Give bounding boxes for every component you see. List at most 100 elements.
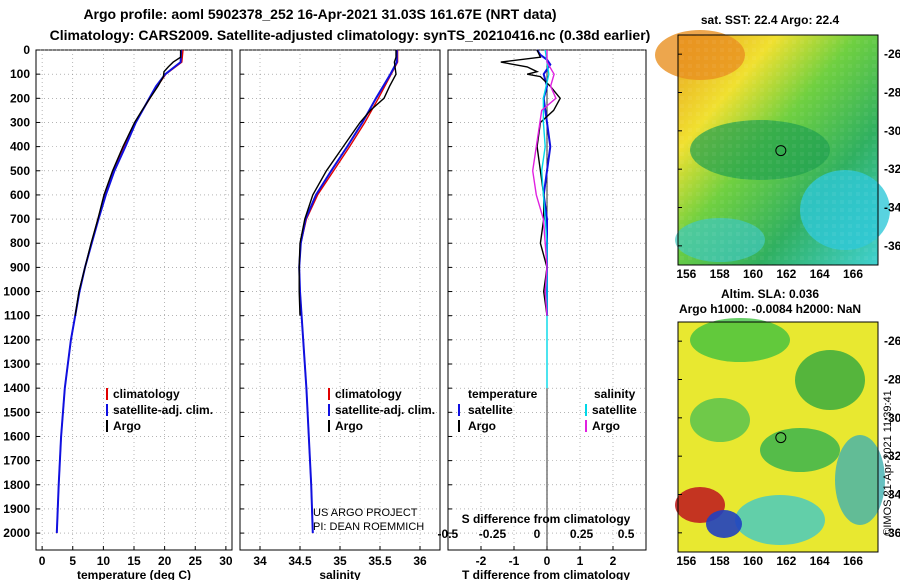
map-lat-tick-label: -36 (884, 526, 900, 540)
sla-map-title: Altim. SLA: 0.036 (721, 287, 819, 301)
legend-clim-label: climatology (335, 387, 402, 401)
legend-targo-swatch (458, 420, 460, 432)
legend-sargo-label: Argo (592, 419, 620, 433)
s-diff-tick-label: -0.5 (438, 527, 459, 541)
x-tick-label: 30 (219, 554, 233, 568)
legend-sat-label: satellite-adj. clim. (113, 403, 213, 417)
x-tick-label: 34 (253, 554, 267, 568)
legend-argo-swatch (106, 420, 108, 432)
map-lat-tick-label: -28 (884, 373, 900, 387)
map-lat-tick-label: -34 (884, 488, 900, 502)
argo-location-marker (775, 432, 787, 444)
sla-map (675, 318, 885, 553)
depth-tick-label: 2000 (3, 526, 30, 540)
depth-tick-label: 1300 (3, 357, 30, 371)
climatology-title: Climatology: CARS2009. Satellite-adjuste… (49, 27, 651, 43)
map-lat-tick-label: -32 (884, 449, 900, 463)
series-line-satellite-adj-clim- (55, 49, 183, 534)
map-lon-tick-label: 160 (743, 267, 763, 281)
map-lon-tick-label: 166 (843, 267, 863, 281)
x-tick-label: -1 (509, 554, 520, 568)
legend-argo-label: Argo (113, 419, 141, 433)
salinity-legend: climatology satellite-adj. clim. Argo US… (313, 387, 435, 533)
depth-tick-label: 1500 (3, 405, 30, 419)
depth-tick-label: 800 (10, 236, 30, 250)
depth-tick-label: 1400 (3, 381, 30, 395)
map-lon-tick-label: 164 (810, 267, 830, 281)
imos-stamp: ©IMOS 21-Apr-2021 11:39:41 (882, 389, 894, 536)
depth-tick-label: 1200 (3, 333, 30, 347)
map-lon-tick-label: 162 (776, 267, 796, 281)
s-diff-tick-label: -0.25 (479, 527, 507, 541)
tdiff-xlabel: T difference from climatology (462, 568, 630, 580)
map-lat-tick-label: -32 (884, 162, 900, 176)
depth-tick-label: 1100 (4, 309, 30, 323)
series-line-s-argo (531, 50, 557, 316)
depth-tick-label: 1700 (3, 454, 30, 468)
map-lon-tick-label: 158 (710, 267, 730, 281)
depth-tick-label: 1800 (3, 478, 30, 492)
legend-argo-label: Argo (335, 419, 363, 433)
depth-tick-label: 900 (10, 260, 30, 274)
map-lat-tick-label: -28 (884, 86, 900, 100)
legend-clim-swatch (106, 388, 108, 400)
profile-title: Argo profile: aoml 5902378_252 16-Apr-20… (83, 6, 557, 22)
x-tick-label: 1 (577, 554, 584, 568)
tick-layer: 0100200300400500600700800900100011001200… (3, 43, 634, 568)
legend-clim-label: climatology (113, 387, 180, 401)
sla-map-subtitle: Argo h1000: -0.0084 h2000: NaN (679, 302, 861, 316)
x-tick-label: 0 (39, 554, 46, 568)
legend-ssat-swatch (585, 404, 587, 416)
x-tick-label: 0 (544, 554, 551, 568)
sdiff-label: S difference from climatology (462, 512, 631, 526)
legend-sat-label: satellite-adj. clim. (335, 403, 435, 417)
legend-ssat-label: satellite (592, 403, 637, 417)
legend-argo-swatch (328, 420, 330, 432)
map-lon-tick-label: 166 (843, 554, 863, 568)
map-ticks: 156 158 160 162 164 166 -26 -28 -30 -32 -34 -36 156 1… (676, 47, 900, 568)
depth-tick-label: 300 (10, 115, 30, 129)
map-lat-tick-label: -30 (884, 124, 900, 138)
map-lon-tick-label: 158 (710, 554, 730, 568)
depth-tick-label: 1600 (3, 429, 30, 443)
x-tick-label: 35 (333, 554, 347, 568)
x-tick-label: 15 (127, 554, 141, 568)
map-lon-tick-label: 156 (676, 267, 696, 281)
map-lat-tick-label: -36 (884, 239, 900, 253)
depth-tick-label: 0 (23, 43, 30, 57)
s-diff-tick-label: 0.5 (618, 527, 635, 541)
legend-tsat-label: satellite (468, 403, 513, 417)
map-lon-tick-label: 164 (810, 554, 830, 568)
legend-temperature-head: temperature (468, 387, 538, 401)
depth-tick-label: 700 (10, 212, 30, 226)
map-lat-tick-label: -34 (884, 201, 900, 215)
s-diff-tick-label: 0 (534, 527, 541, 541)
x-tick-label: -2 (476, 554, 487, 568)
grid-layer (36, 49, 646, 550)
temperature-xlabel: temperature (deg C) (77, 568, 191, 580)
map-lat-tick-label: -26 (884, 47, 900, 61)
sst-map (655, 30, 890, 266)
map-lon-tick-label: 160 (743, 554, 763, 568)
s-diff-tick-label: 0.25 (570, 527, 594, 541)
series-line-t-argo (500, 49, 562, 316)
argo-location-marker (775, 145, 787, 157)
legend-tsat-swatch (458, 404, 460, 416)
x-tick-label: 10 (97, 554, 111, 568)
legend-targo-label: Argo (468, 419, 496, 433)
difference-legend: temperature salinity satellite Argo sate… (458, 387, 637, 433)
temperature-legend: climatology satellite-adj. clim. Argo (106, 387, 213, 433)
depth-tick-label: 500 (10, 164, 30, 178)
salinity-xlabel: salinity (319, 568, 361, 580)
map-lat-tick-label: -26 (884, 334, 900, 348)
series-line-t-satellite (536, 49, 552, 316)
depth-tick-label: 100 (10, 67, 30, 81)
series-line-s-satellite (540, 49, 550, 389)
depth-tick-label: 1900 (3, 502, 30, 516)
sst-map-title: sat. SST: 22.4 Argo: 22.4 (701, 13, 840, 27)
map-lon-tick-label: 162 (776, 554, 796, 568)
legend-clim-swatch (328, 388, 330, 400)
depth-tick-label: 600 (10, 188, 30, 202)
series-line-satellite-adj-clim- (298, 50, 398, 534)
